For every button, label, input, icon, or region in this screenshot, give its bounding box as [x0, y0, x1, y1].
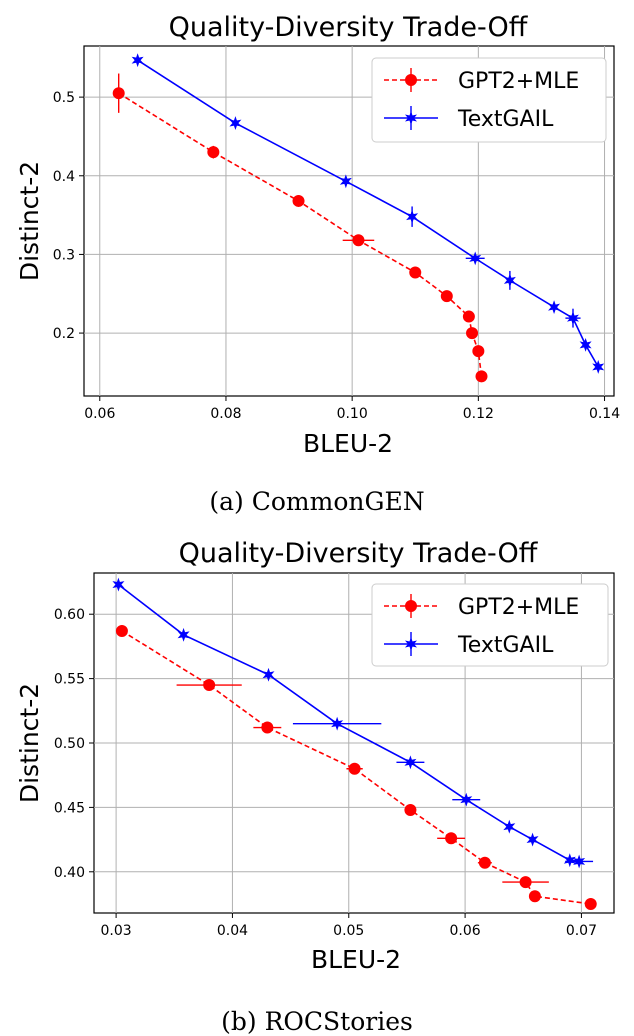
data-point: [503, 819, 516, 834]
data-point: [404, 755, 417, 770]
data-point: [573, 854, 586, 869]
data-point: [472, 345, 485, 358]
legend-entries: GPT2+MLE TextGAIL: [384, 594, 579, 658]
y-tick-label: 0.5: [53, 90, 75, 106]
x-tick-label: 0.03: [101, 923, 132, 939]
data-point: [475, 370, 488, 383]
data-point: [339, 174, 352, 189]
data-point: [526, 832, 539, 847]
chart-rocstories: Quality-Diversity Trade-Off 0.03 0.04 0.05…: [15, 538, 615, 1036]
y-tick-label: 0.3: [53, 247, 75, 263]
y-tick-label: 0.4: [53, 169, 75, 185]
legend-box: [371, 583, 609, 667]
data-point: [348, 762, 361, 775]
x-ticks: 0.06 0.08 0.10 0.12 0.14: [84, 396, 620, 422]
figure-caption: (b) ROCStories: [221, 1007, 413, 1036]
data-point: [261, 721, 274, 734]
legend-marker: [405, 600, 417, 612]
chart-title: Quality-Diversity Trade-Off: [169, 12, 529, 43]
legend-marker: [405, 637, 417, 651]
data-point: [131, 53, 144, 68]
data-point: [548, 300, 561, 315]
legend-label: TextGAIL: [457, 633, 554, 658]
x-ticks: 0.03 0.04 0.05 0.06 0.07: [101, 913, 597, 939]
series-gpt2-mle: [115, 624, 597, 910]
data-point: [112, 577, 125, 592]
x-tick-label: 0.10: [337, 406, 368, 422]
data-point: [445, 832, 458, 845]
data-point: [584, 897, 597, 910]
legend: GPT2+MLE TextGAIL: [371, 57, 607, 143]
data-point: [203, 679, 216, 692]
legend-label: TextGAIL: [457, 107, 554, 132]
y-axis-label: Distinct-2: [15, 161, 44, 281]
series-line: [137, 59, 599, 368]
x-tick-label: 0.14: [589, 406, 620, 422]
series-textgail: [131, 53, 605, 374]
x-tick-label: 0.12: [463, 406, 494, 422]
legend: GPT2+MLE TextGAIL: [371, 583, 609, 667]
plot-area: [83, 45, 615, 397]
y-tick-label: 0.45: [54, 800, 85, 816]
legend-label: GPT2+MLE: [458, 595, 579, 620]
data-point: [466, 327, 479, 340]
y-tick-label: 0.50: [54, 736, 85, 752]
data-point: [177, 627, 190, 642]
data-point: [409, 266, 422, 279]
data-point: [528, 890, 541, 903]
data-point: [469, 251, 482, 266]
chart-title: Quality-Diversity Trade-Off: [179, 538, 539, 569]
y-ticks: 0.40 0.45 0.50 0.55 0.60: [54, 607, 94, 881]
data-point: [592, 359, 605, 374]
legend-marker: [405, 74, 417, 86]
x-tick-label: 0.06: [84, 406, 115, 422]
data-point: [352, 234, 365, 247]
data-point: [462, 310, 475, 323]
y-tick-label: 0.55: [54, 672, 85, 688]
data-point: [579, 337, 592, 352]
x-tick-label: 0.06: [450, 923, 481, 939]
data-point: [478, 856, 491, 869]
series-textgail: [112, 577, 594, 869]
series-line: [118, 92, 483, 377]
chart-commongen: Quality-Diversity Trade-Off 0.06 0.08 0.10…: [15, 12, 620, 516]
series-line: [121, 630, 591, 905]
x-tick-label: 0.04: [217, 923, 248, 939]
series-layer: [112, 53, 605, 383]
x-tick-label: 0.05: [333, 923, 364, 939]
data-point: [519, 876, 532, 889]
legend-box: [371, 57, 607, 143]
data-point: [207, 146, 220, 159]
data-point: [229, 116, 242, 130]
y-tick-label: 0.40: [54, 865, 85, 881]
x-axis-label: BLEU-2: [303, 429, 393, 458]
data-point: [112, 87, 125, 100]
y-axis-label: Distinct-2: [15, 683, 44, 803]
y-tick-label: 0.2: [53, 326, 75, 342]
x-tick-label: 0.07: [566, 923, 597, 939]
legend-label: GPT2+MLE: [458, 69, 579, 94]
data-point: [115, 624, 128, 637]
y-tick-label: 0.60: [54, 607, 85, 623]
data-point: [292, 194, 305, 207]
series-layer: [112, 577, 597, 910]
data-point: [503, 273, 516, 288]
x-axis-label: BLEU-2: [311, 945, 401, 974]
data-point: [331, 716, 344, 731]
figure-caption: (a) CommonGEN: [209, 487, 424, 516]
x-tick-label: 0.08: [210, 406, 241, 422]
data-point: [563, 853, 576, 868]
series-gpt2-mle: [112, 73, 488, 383]
data-point: [566, 311, 579, 326]
data-point: [440, 290, 453, 303]
series-line: [117, 583, 580, 863]
legend-marker: [405, 111, 417, 125]
data-point: [406, 209, 419, 224]
data-point: [262, 667, 275, 682]
data-point: [404, 803, 417, 816]
data-point: [460, 792, 473, 807]
legend-entries: GPT2+MLE TextGAIL: [384, 68, 579, 132]
y-ticks: 0.2 0.3 0.4 0.5: [53, 90, 84, 342]
